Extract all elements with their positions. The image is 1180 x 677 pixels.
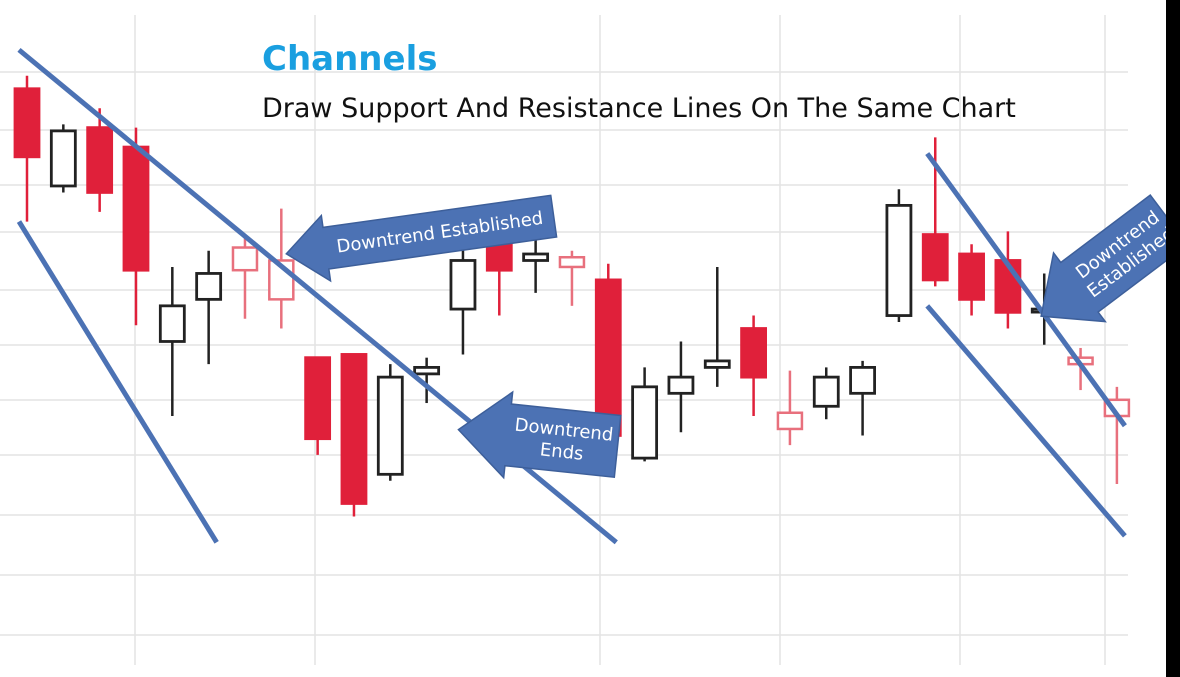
candle <box>376 364 404 481</box>
candle <box>122 127 150 326</box>
candle-body <box>522 252 550 262</box>
channel-line <box>925 304 1127 538</box>
candle-body <box>86 126 114 194</box>
callout-arrow-shape <box>457 390 622 480</box>
candle <box>994 231 1022 329</box>
candle-body <box>376 375 404 476</box>
candle-body <box>340 353 368 505</box>
candle-body <box>195 272 223 301</box>
candle <box>86 108 114 212</box>
candle-body <box>413 365 441 376</box>
candle-body <box>594 278 622 437</box>
candle <box>667 341 695 433</box>
candle <box>885 189 913 323</box>
candle <box>812 367 840 420</box>
candlestick-series <box>13 75 1131 517</box>
candle-body <box>958 252 985 301</box>
candle <box>195 250 223 365</box>
candle <box>413 357 441 404</box>
candle-body <box>268 259 295 301</box>
candle-body <box>849 365 876 395</box>
candle-body <box>667 375 695 395</box>
channel-line <box>925 152 1127 428</box>
candle <box>340 353 368 517</box>
candle-body <box>921 233 949 282</box>
candle <box>703 266 731 387</box>
candle-body <box>994 259 1022 314</box>
candle-body <box>13 87 41 159</box>
candle-body <box>231 246 259 272</box>
candle-body <box>449 259 477 311</box>
candle <box>740 315 767 416</box>
candle-body <box>558 255 586 269</box>
channel-line <box>16 220 219 544</box>
callout-label: Ends <box>539 439 585 464</box>
callout-arrow-shape <box>285 194 558 283</box>
candle-body <box>122 145 150 272</box>
candle-body <box>740 327 767 379</box>
candle-body <box>703 359 731 369</box>
candle <box>776 370 804 446</box>
candle <box>231 237 259 319</box>
chart-title: Channels <box>262 39 437 79</box>
candle <box>13 75 41 222</box>
candle-body <box>304 356 332 441</box>
candle-body <box>631 385 659 460</box>
candle <box>921 137 949 287</box>
candle <box>958 244 985 316</box>
candle <box>304 356 332 455</box>
candle <box>631 367 659 462</box>
candle-body <box>49 129 77 188</box>
candle <box>449 231 477 355</box>
candle <box>49 124 77 193</box>
candle <box>158 266 186 416</box>
candle-body <box>885 203 913 317</box>
window-edge <box>1166 0 1180 677</box>
candle-body <box>158 304 186 343</box>
candle <box>558 250 586 306</box>
candle <box>849 360 876 436</box>
callout-arrow: Downtrend Established <box>285 194 558 283</box>
chart-subtitle: Draw Support And Resistance Lines On The… <box>262 93 1016 124</box>
candle-body <box>776 411 804 431</box>
candle-body <box>812 375 840 408</box>
